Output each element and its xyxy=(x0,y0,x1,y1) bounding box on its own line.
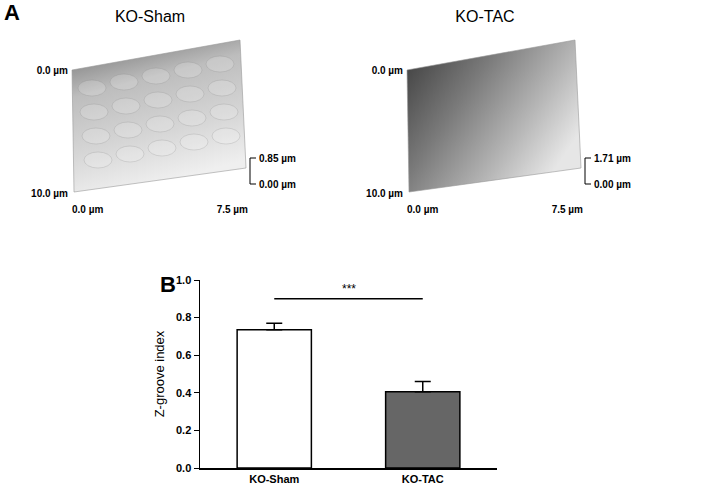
svg-text:0.8: 0.8 xyxy=(176,311,191,323)
svg-text:0.00 µm: 0.00 µm xyxy=(594,179,631,190)
svg-text:10.0 µm: 10.0 µm xyxy=(366,188,403,199)
svg-text:0.6: 0.6 xyxy=(176,349,191,361)
svg-text:1.0: 1.0 xyxy=(176,274,191,286)
svg-text:0.4: 0.4 xyxy=(176,387,192,399)
svg-text:Z-groove index: Z-groove index xyxy=(152,330,167,417)
svg-text:KO-TAC: KO-TAC xyxy=(402,473,444,485)
svg-text:KO-Sham: KO-Sham xyxy=(115,8,185,25)
svg-text:KO-Sham: KO-Sham xyxy=(249,473,299,485)
svg-text:0.0 µm: 0.0 µm xyxy=(372,65,403,76)
svg-text:0.85 µm: 0.85 µm xyxy=(259,153,296,164)
svg-text:7.5 µm: 7.5 µm xyxy=(217,204,248,215)
svg-text:10.0 µm: 10.0 µm xyxy=(31,188,68,199)
svg-text:0.0 µm: 0.0 µm xyxy=(37,65,68,76)
svg-text:KO-TAC: KO-TAC xyxy=(455,8,514,25)
svg-text:1.71 µm: 1.71 µm xyxy=(594,153,631,164)
svg-text:0.2: 0.2 xyxy=(176,424,191,436)
svg-text:***: *** xyxy=(342,282,356,296)
svg-text:7.5 µm: 7.5 µm xyxy=(552,204,583,215)
svg-text:0.0 µm: 0.0 µm xyxy=(407,204,438,215)
svg-text:B: B xyxy=(160,272,176,297)
svg-text:0.00 µm: 0.00 µm xyxy=(259,179,296,190)
svg-text:A: A xyxy=(4,0,20,25)
svg-text:0.0: 0.0 xyxy=(176,462,191,474)
svg-text:0.0 µm: 0.0 µm xyxy=(72,204,103,215)
